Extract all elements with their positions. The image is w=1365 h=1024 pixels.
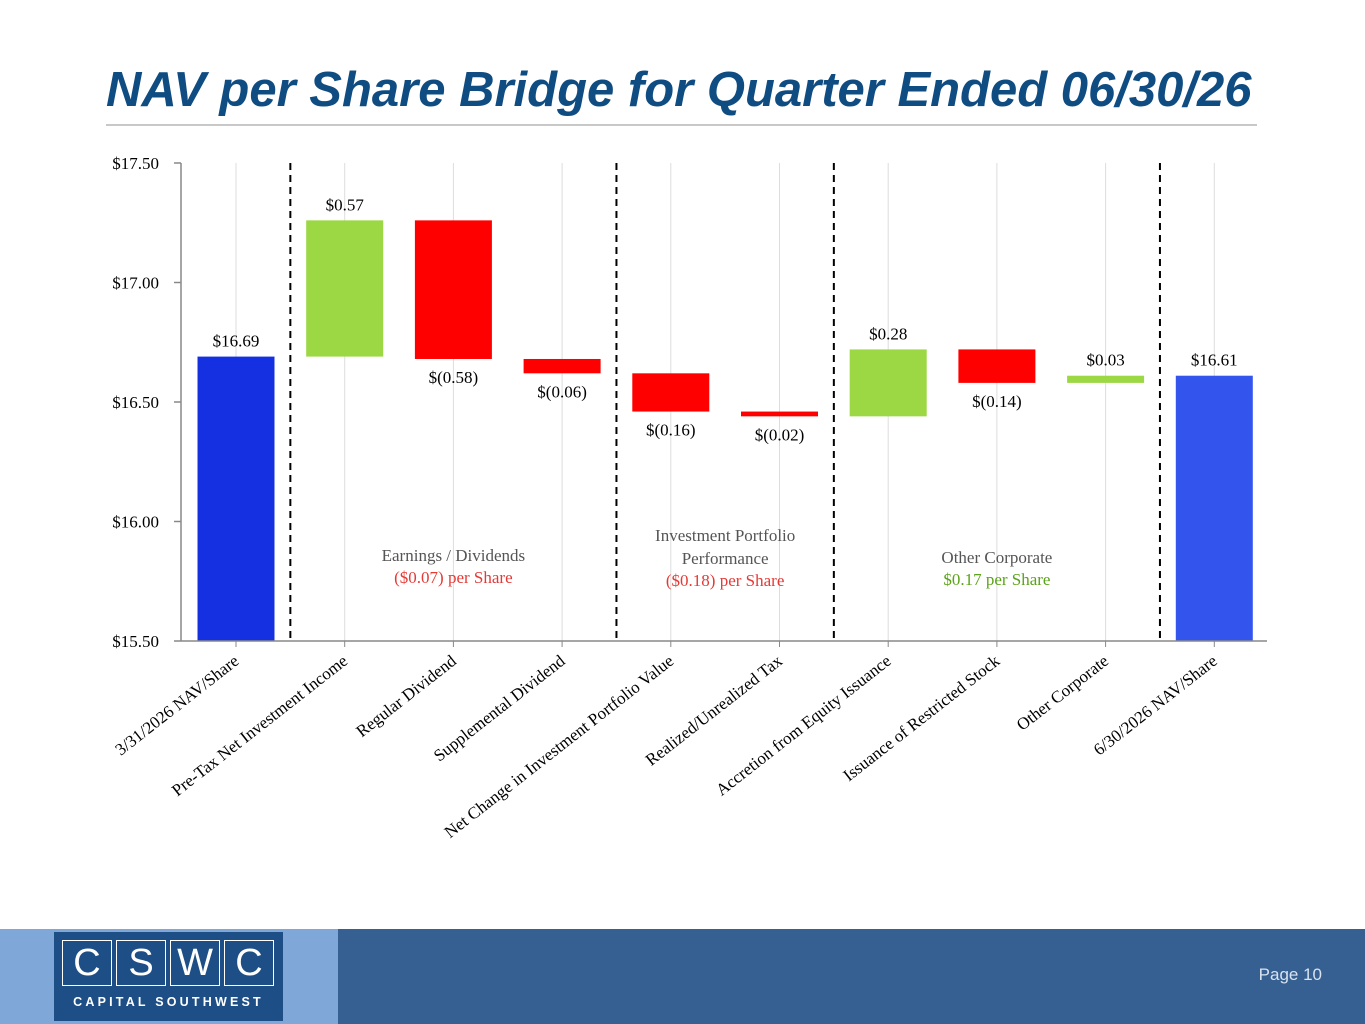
group-value: $0.17 per Share <box>943 570 1050 589</box>
slide-title: NAV per Share Bridge for Quarter Ended 0… <box>106 63 1252 117</box>
logo-letter: C <box>62 940 112 986</box>
group-value: ($0.07) per Share <box>394 568 513 587</box>
waterfall-bar <box>523 358 601 374</box>
group-value: ($0.18) per Share <box>666 571 785 590</box>
group-dividers <box>289 163 1161 641</box>
bar-value-label: $(0.16) <box>646 421 696 440</box>
y-tick-label: $17.50 <box>112 154 159 173</box>
group-label: Other Corporate <box>941 548 1052 567</box>
bar-value-label: $(0.06) <box>537 382 587 401</box>
waterfall-bar <box>197 356 275 641</box>
logo-letter: C <box>224 940 274 986</box>
waterfall-bar <box>306 220 384 357</box>
chart-axes: $15.50 $16.00 $16.50 $17.00 $17.50 <box>112 154 1267 651</box>
nav-bridge-chart: $15.50 $16.00 $16.50 $17.00 $17.50 $16.693/3… <box>112 154 1267 842</box>
y-tick-label: $17.00 <box>112 274 159 293</box>
bar-value-label: $0.28 <box>869 324 907 343</box>
waterfall-bar <box>849 349 927 417</box>
category-label: Regular Dividend <box>353 651 461 741</box>
footer-logo-panel: C S W C CAPITAL SOUTHWEST <box>0 929 338 1024</box>
y-tick-label: $15.50 <box>112 632 159 651</box>
group-annotations: Earnings / Dividends ($0.07) per Share Inv… <box>382 526 1053 590</box>
group-label: Performance <box>682 549 769 568</box>
page-number: Page 10 <box>1258 965 1322 984</box>
logo-subtitle: CAPITAL SOUTHWEST <box>73 995 264 1009</box>
waterfall-bar <box>632 373 710 412</box>
waterfall-bar <box>414 220 492 359</box>
chart-bars <box>197 220 1253 641</box>
bar-value-label: $0.57 <box>326 195 365 214</box>
company-logo: C S W C CAPITAL SOUTHWEST <box>54 932 283 1021</box>
bar-value-label: $(0.14) <box>972 392 1022 411</box>
waterfall-bar <box>1067 375 1145 383</box>
bar-value-label: $(0.58) <box>429 368 479 387</box>
group-label: Investment Portfolio <box>655 526 795 545</box>
category-label: Accretion from Equity Issuance <box>712 651 894 799</box>
y-tick-label: $16.00 <box>112 513 159 532</box>
footer-bar: C S W C CAPITAL SOUTHWEST Page 10 <box>0 929 1365 1024</box>
bar-value-label: $(0.02) <box>755 425 805 444</box>
category-label: Net Change in Investment Portfolio Value <box>441 651 678 842</box>
title-divider <box>106 124 1257 126</box>
bar-value-label: $16.61 <box>1191 351 1238 370</box>
logo-letter: W <box>170 940 220 986</box>
group-label: Earnings / Dividends <box>382 546 526 565</box>
y-tick-label: $16.50 <box>112 393 159 412</box>
bar-value-label: $0.03 <box>1086 351 1124 370</box>
waterfall-bar <box>958 349 1036 383</box>
category-label: Pre-Tax Net Investment Income <box>168 651 351 800</box>
bar-value-label: $16.69 <box>213 332 260 351</box>
category-label: Other Corporate <box>1013 651 1112 734</box>
waterfall-bar <box>1175 375 1253 641</box>
logo-letter: S <box>116 940 166 986</box>
waterfall-bar <box>741 411 818 417</box>
